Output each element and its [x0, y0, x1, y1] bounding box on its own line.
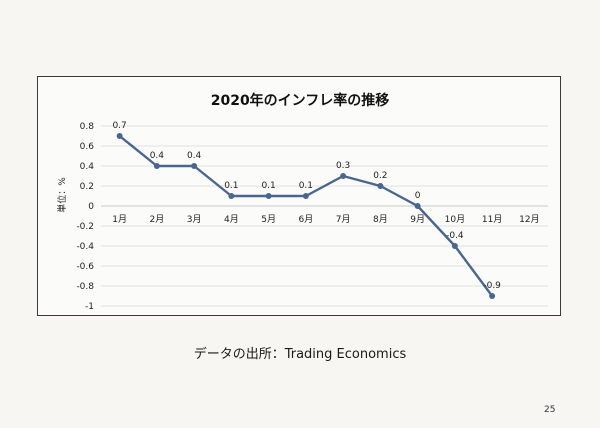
data-point — [228, 193, 235, 199]
chart-title: 2020年のインフレ率の推移 — [211, 92, 390, 109]
data-label: 0.4 — [150, 151, 165, 161]
x-tick-label: 2月 — [150, 214, 165, 225]
y-tick-label: 0.6 — [80, 142, 95, 152]
data-point — [191, 163, 198, 169]
data-point — [302, 193, 309, 199]
x-tick-label: 7月 — [336, 214, 351, 225]
data-label: 0.4 — [187, 151, 202, 161]
data-label: -0.9 — [483, 281, 501, 291]
y-tick-label: -0.8 — [76, 282, 94, 292]
data-point — [116, 133, 123, 139]
y-tick-label: 0.2 — [80, 182, 94, 192]
x-tick-label: 12月 — [519, 214, 539, 225]
y-axis-label: 単位：% — [56, 177, 68, 213]
data-point — [340, 173, 347, 179]
x-tick-label: 11月 — [482, 214, 502, 225]
y-tick-label: -0.2 — [76, 222, 94, 232]
x-tick-label: 10月 — [445, 214, 465, 225]
y-tick-label: 0.4 — [80, 162, 95, 172]
data-label: 0.2 — [373, 171, 387, 181]
data-point — [414, 203, 421, 209]
chart-frame: 2020年のインフレ率の推移 単位：% 0.8 0.6 0.4 0.2 0 -0.2 -0.… — [37, 76, 561, 316]
x-tick-label: 5月 — [261, 214, 276, 225]
y-tick-label: 0 — [88, 202, 94, 212]
x-tick-label: 4月 — [224, 214, 239, 225]
data-label: 0.7 — [112, 121, 126, 131]
data-label: 0.1 — [299, 181, 313, 191]
data-label: 0 — [415, 191, 421, 201]
line-chart: 2020年のインフレ率の推移 単位：% 0.8 0.6 0.4 0.2 0 -0.2 -0.… — [56, 92, 548, 312]
data-point — [265, 193, 272, 199]
y-tick-label: -0.4 — [76, 242, 94, 252]
data-point — [451, 243, 458, 249]
data-point — [377, 183, 384, 189]
data-source-caption: データの出所：Trading Economics — [193, 347, 407, 362]
y-tick-label: -0.6 — [76, 262, 94, 272]
data-label: -0.4 — [446, 231, 464, 241]
page-number: 25 — [544, 405, 556, 415]
data-label: 0.1 — [224, 181, 238, 191]
x-tick-label: 8月 — [373, 214, 388, 225]
data-point — [489, 293, 496, 299]
y-tick-label: 0.8 — [80, 122, 95, 132]
x-tick-label: 1月 — [112, 214, 127, 225]
x-tick-label: 9月 — [410, 214, 425, 225]
data-label: 0.3 — [336, 161, 350, 171]
x-tick-label: 6月 — [299, 214, 314, 225]
data-point — [153, 163, 160, 169]
data-label: 0.1 — [261, 181, 275, 191]
x-tick-label: 3月 — [187, 214, 202, 225]
y-tick-label: -1 — [85, 302, 94, 312]
